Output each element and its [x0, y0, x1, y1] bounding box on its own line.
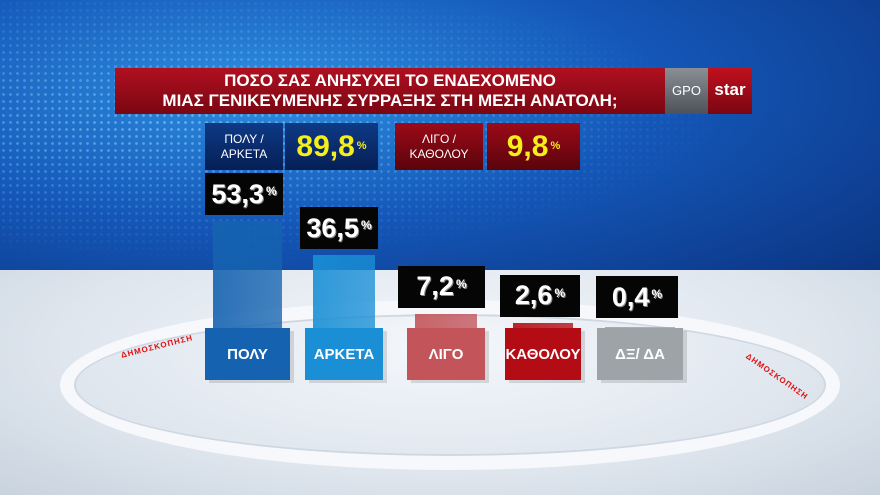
category-label: ΛΙΓΟ	[407, 328, 485, 380]
percent-sign: %	[554, 285, 566, 300]
title-line-2: ΜΙΑΣ ΓΕΝΙΚΕΥΜΕΝΗΣ ΣΥΡΡΑΞΗΣ ΣΤΗ ΜΕΣΗ ΑΝΑΤ…	[162, 91, 618, 110]
percent-sign: %	[550, 140, 561, 152]
category-label: ΑΡΚΕΤΑ	[305, 328, 383, 380]
data-label: 7,2%	[398, 265, 485, 308]
summary-label-positive: ΠΟΛΥ / ΑΡΚΕΤΑ	[205, 123, 283, 170]
bar	[415, 313, 477, 332]
percent-sign: %	[360, 218, 372, 232]
percent-sign: %	[455, 276, 467, 291]
summary-value: 89,8	[296, 130, 355, 163]
percent-sign: %	[265, 184, 277, 199]
data-label: 36,5%	[300, 207, 378, 249]
category-label: ΚΑΘΟΛΟΥ	[505, 328, 581, 380]
summary-label: ΠΟΛΥ /	[224, 131, 264, 146]
data-label-value: 0,4	[611, 281, 650, 312]
category-label: ΔΞ/ ΔΑ	[597, 328, 683, 380]
data-label-value: 53,3	[211, 178, 264, 209]
data-label: 0,4%	[596, 276, 678, 318]
percent-sign: %	[356, 140, 367, 152]
summary-label: ΚΑΘΟΛΟΥ	[409, 146, 469, 161]
summary-value: 9,8	[506, 130, 549, 163]
question-title: ΠΟΣΟ ΣΑΣ ΑΝΗΣΥΧΕΙ ΤΟ ΕΝΔΕΧΟΜΕΝΟ ΜΙΑΣ ΓΕΝ…	[115, 68, 665, 114]
title-line-1: ΠΟΣΟ ΣΑΣ ΑΝΗΣΥΧΕΙ ΤΟ ΕΝΔΕΧΟΜΕΝΟ	[224, 71, 556, 90]
data-label-value: 7,2	[416, 271, 454, 302]
summary-value-positive: 89,8%	[285, 123, 378, 170]
category-label: ΠΟΛΥ	[205, 328, 290, 380]
summary-value-negative: 9,8%	[487, 123, 580, 170]
data-label-value: 2,6	[514, 280, 553, 311]
star-logo: star	[708, 68, 752, 114]
percent-sign: %	[651, 287, 663, 301]
bar	[513, 322, 573, 332]
data-label: 53,3%	[205, 173, 283, 216]
bar	[313, 255, 375, 332]
bar	[213, 221, 282, 332]
data-label-value: 36,5	[306, 212, 359, 243]
gpo-logo: GPO	[665, 68, 708, 114]
data-label: 2,6%	[500, 274, 580, 317]
summary-label: ΑΡΚΕΤΑ	[220, 146, 268, 161]
summary-label-negative: ΛΙΓΟ / ΚΑΘΟΛΟΥ	[395, 123, 483, 170]
summary-label: ΛΙΓΟ /	[422, 131, 456, 146]
